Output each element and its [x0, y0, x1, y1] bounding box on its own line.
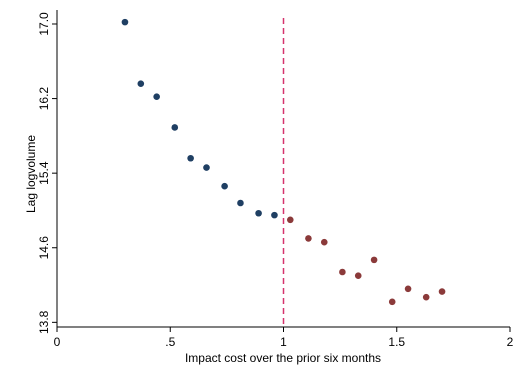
- data-point: [255, 209, 262, 217]
- data-point: [286, 216, 294, 224]
- x-tick-label: 0: [54, 335, 61, 349]
- data-point: [137, 80, 145, 87]
- x-tick-label: 1: [280, 335, 287, 349]
- data-point: [438, 288, 446, 295]
- x-tick-label: 1.5: [388, 335, 405, 349]
- data-point: [320, 238, 328, 246]
- data-point: [271, 211, 278, 219]
- data-point: [203, 164, 210, 171]
- data-point: [187, 154, 194, 162]
- y-tick-label: 15.4: [37, 161, 51, 185]
- data-point: [305, 235, 312, 242]
- data-point: [422, 293, 430, 301]
- data-point: [339, 268, 346, 276]
- data-point: [354, 272, 362, 280]
- data-point: [121, 18, 129, 26]
- y-tick-label: 17.0: [37, 12, 51, 36]
- ticks-layer: 0 .5 1 1.5 2 13.8 14.6 15.4 16.2 17.0: [37, 12, 514, 349]
- data-point: [237, 199, 244, 207]
- data-point: [370, 256, 378, 264]
- data-point: [221, 182, 228, 190]
- x-axis-title: Impact cost over the prior six months: [185, 351, 381, 365]
- x-tick-label: 2: [507, 335, 514, 349]
- x-tick-label: .5: [165, 335, 175, 349]
- data-point: [153, 93, 160, 101]
- y-tick-label: 14.6: [37, 236, 51, 260]
- points-layer: [121, 18, 446, 306]
- y-axis-title: Lag logvolume: [24, 135, 38, 213]
- y-tick-label: 16.2: [37, 87, 51, 111]
- data-point: [404, 285, 412, 293]
- y-tick-label: 13.8: [37, 310, 51, 334]
- data-point: [388, 298, 396, 306]
- data-point: [171, 124, 179, 131]
